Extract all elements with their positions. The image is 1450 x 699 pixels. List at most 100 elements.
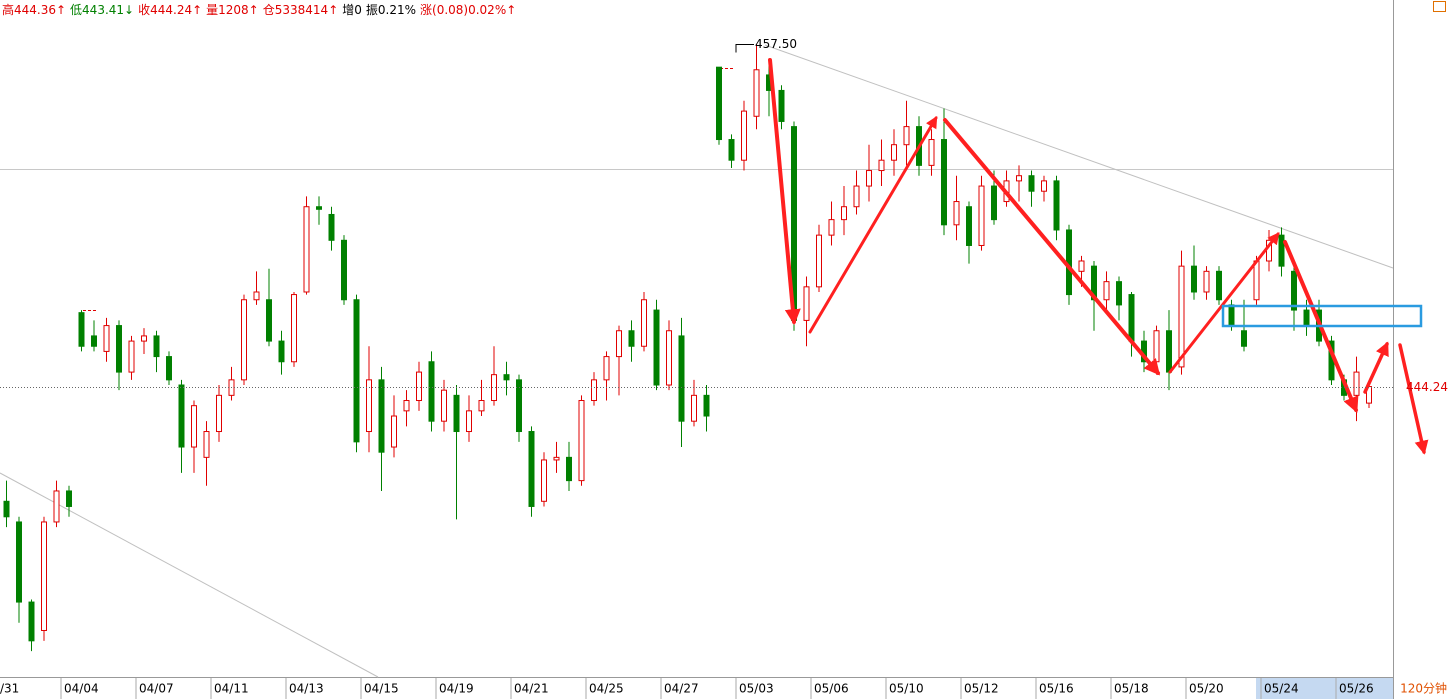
quote-field: 仓5338414↑ [262, 3, 339, 17]
candle-body [666, 330, 672, 386]
high-marker-label: 457.50 [755, 37, 797, 51]
x-tick-label: 05/06 [814, 682, 849, 696]
x-tick-label: 05/03 [739, 682, 774, 696]
candle-body [841, 206, 847, 221]
candle-body [278, 340, 285, 363]
candle-body [953, 201, 960, 226]
candle-body [1303, 309, 1310, 327]
quote-field: 收444.24↑ [138, 3, 203, 17]
candle-body [1028, 175, 1035, 192]
x-tick-label: 04/19 [439, 682, 474, 696]
candle-body [903, 126, 910, 146]
x-tick-label: 05/10 [889, 682, 924, 696]
x-tick-label: 05/24 [1264, 682, 1299, 696]
candle-body [1228, 304, 1235, 327]
quote-field: 高444.36↑ [2, 3, 67, 17]
candle-body [891, 144, 897, 161]
quote-field: 低443.41↓ [70, 3, 135, 17]
candle-body [28, 601, 35, 642]
quote-field: 量1208↑ [206, 3, 259, 17]
candle-body [1216, 270, 1222, 301]
candle-body [978, 185, 985, 246]
quote-header: 高444.36↑ 低443.41↓ 收444.24↑ 量1208↑ 仓5338414↑ 增… [2, 1, 520, 18]
candle-body [466, 410, 472, 433]
candle-body [753, 69, 760, 117]
candle-body [1253, 260, 1260, 301]
x-tick-label: 04/15 [364, 682, 399, 696]
candle-body [578, 400, 585, 482]
candle-body [1116, 281, 1122, 306]
candle-body [453, 394, 460, 433]
candle-body [391, 415, 397, 448]
candle-body [1128, 294, 1135, 342]
candle-body [1103, 281, 1110, 301]
candle-body [1166, 330, 1172, 373]
candle-body [941, 139, 947, 226]
arrow [808, 115, 938, 334]
candle-body [241, 299, 247, 381]
candle-body [1278, 234, 1285, 267]
candle-body [703, 394, 710, 417]
window-icon[interactable] [1433, 1, 1446, 12]
candle-body [1078, 260, 1085, 272]
highlight-box [1221, 304, 1423, 328]
candle-body [803, 286, 810, 321]
candle-body [328, 213, 335, 241]
candle-body [141, 335, 147, 342]
x-tick-label: 05/18 [1114, 682, 1149, 696]
candle-body [203, 431, 210, 458]
candle-body [878, 159, 885, 172]
x-tick-label: /31 [0, 682, 19, 696]
candle-body [1353, 371, 1360, 396]
candle-body [691, 394, 697, 422]
x-tick-label: 04/25 [589, 682, 624, 696]
candle-body [378, 379, 385, 453]
quote-field: 振0.21% [365, 3, 417, 17]
x-tick-label: 05/16 [1039, 682, 1074, 696]
period-label[interactable]: 120分钟 [1400, 681, 1447, 696]
candle-body [778, 89, 785, 122]
candles [3, 43, 1372, 652]
candle-body [503, 374, 510, 381]
arrow [1363, 341, 1389, 394]
candle-body [1016, 175, 1022, 182]
quote-field: 涨(0.08)0.02%↑ [420, 3, 517, 17]
candle-body [716, 66, 722, 141]
candle-body [1178, 265, 1185, 368]
candle-body [591, 379, 597, 402]
candle-body [866, 170, 872, 187]
candle-body [403, 400, 410, 412]
candle-body [516, 379, 522, 433]
candle-body [266, 299, 272, 342]
arrow [1398, 343, 1429, 455]
candle-body [91, 335, 97, 347]
candle-body [1203, 270, 1210, 293]
candle-body [253, 291, 260, 301]
candle-body [128, 340, 135, 373]
candle-body [116, 325, 122, 373]
x-tick-label: 04/04 [64, 682, 99, 696]
x-tick-label: 05/12 [964, 682, 999, 696]
candle-body [641, 299, 647, 347]
x-tick-label: 04/27 [664, 682, 699, 696]
candle-body [416, 371, 422, 402]
candle-body [991, 185, 997, 221]
quote-field: 增0 [342, 3, 362, 17]
arrow [768, 58, 801, 326]
x-tick-label: 04/11 [214, 682, 249, 696]
x-tick-label: 04/13 [289, 682, 324, 696]
last-price-label: 444.24 [1406, 380, 1448, 394]
x-tick-label: 05/20 [1189, 682, 1224, 696]
candle-body [16, 521, 22, 603]
candle-body [566, 456, 572, 482]
candle-body [628, 330, 635, 347]
candle-body [966, 206, 972, 246]
candle-body [103, 325, 110, 352]
candle-body [853, 185, 860, 208]
candle-body [728, 139, 735, 161]
high-marker [735, 44, 754, 53]
candle-body [553, 456, 560, 461]
candle-body [478, 400, 485, 412]
trend-line [0, 472, 379, 678]
